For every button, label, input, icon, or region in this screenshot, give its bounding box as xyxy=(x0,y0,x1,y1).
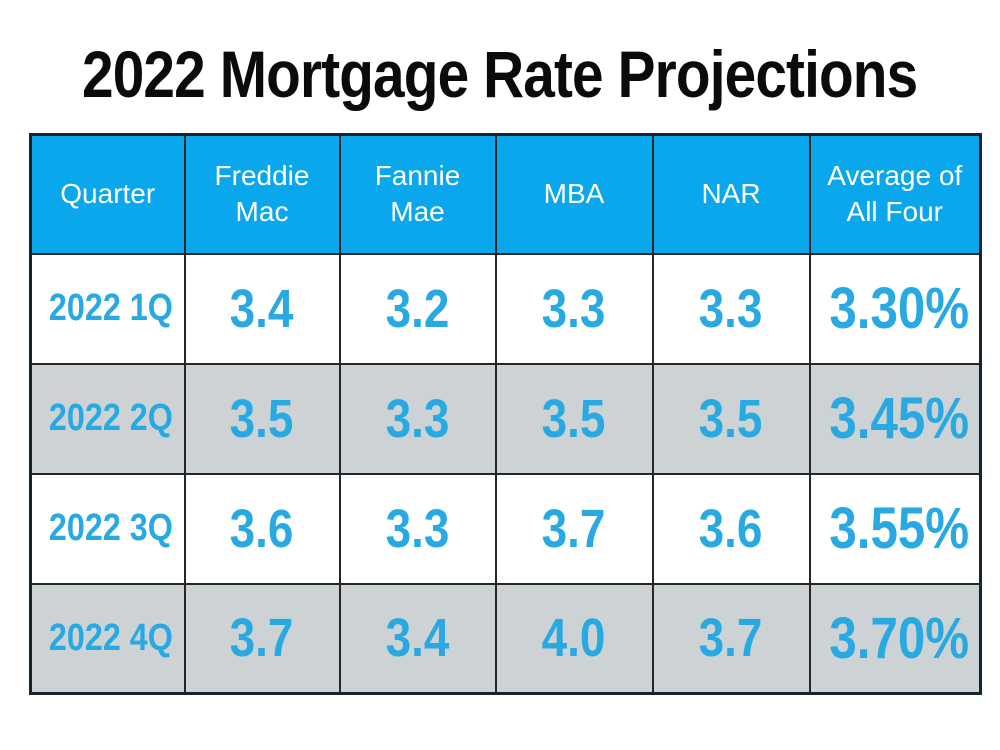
average-cell: 3.55% xyxy=(808,472,982,585)
average-cell: 3.30% xyxy=(808,252,982,365)
page-title-text: 2022 Mortgage Rate Projections xyxy=(82,37,918,111)
column-header-fannie-mae: Fannie Mae xyxy=(338,133,497,255)
column-header-freddie-mac: Freddie Mac xyxy=(183,133,341,255)
table-cell: 3.3 xyxy=(494,252,654,365)
table-cell: 3.3 xyxy=(338,472,497,585)
table-cell: 3.3 xyxy=(338,362,497,475)
row-label: 2022 2Q xyxy=(29,362,186,475)
table-cell: 3.5 xyxy=(183,362,341,475)
table-cell: 3.4 xyxy=(338,582,497,695)
row-label: 2022 1Q xyxy=(29,252,186,365)
table-cell: 3.6 xyxy=(183,472,341,585)
column-header-average: Average of All Four xyxy=(808,133,982,255)
table-cell: 3.7 xyxy=(183,582,341,695)
table-row-2022-1q: 2022 1Q 3.4 3.2 3.3 3.3 3.30% xyxy=(29,252,982,365)
page-title: 2022 Mortgage Rate Projections xyxy=(0,40,1000,112)
table-row-2022-3q: 2022 3Q 3.6 3.3 3.7 3.6 3.55% xyxy=(29,472,982,585)
table-body: 2022 1Q 3.4 3.2 3.3 3.3 3.30% 2022 2Q 3.… xyxy=(29,252,982,695)
column-header-quarter: Quarter xyxy=(29,133,186,255)
header-row: Quarter Freddie Mac Fannie Mae MBA NAR A… xyxy=(29,133,982,255)
column-header-mba: MBA xyxy=(494,133,654,255)
table-cell: 3.5 xyxy=(494,362,654,475)
table-row-2022-4q: 2022 4Q 3.7 3.4 4.0 3.7 3.70% xyxy=(29,582,982,695)
column-header-nar: NAR xyxy=(651,133,811,255)
table-cell: 3.4 xyxy=(183,252,341,365)
row-label: 2022 4Q xyxy=(29,582,186,695)
average-cell: 3.70% xyxy=(808,582,982,695)
table-row-2022-2q: 2022 2Q 3.5 3.3 3.5 3.5 3.45% xyxy=(29,362,982,475)
table-cell: 4.0 xyxy=(494,582,654,695)
mortgage-rate-projections-table: Quarter Freddie Mac Fannie Mae MBA NAR A… xyxy=(29,133,982,695)
row-label: 2022 3Q xyxy=(29,472,186,585)
table-cell: 3.6 xyxy=(651,472,811,585)
table-cell: 3.3 xyxy=(651,252,811,365)
table-cell: 3.5 xyxy=(651,362,811,475)
table-cell: 3.2 xyxy=(338,252,497,365)
average-cell: 3.45% xyxy=(808,362,982,475)
table-cell: 3.7 xyxy=(651,582,811,695)
table-cell: 3.7 xyxy=(494,472,654,585)
